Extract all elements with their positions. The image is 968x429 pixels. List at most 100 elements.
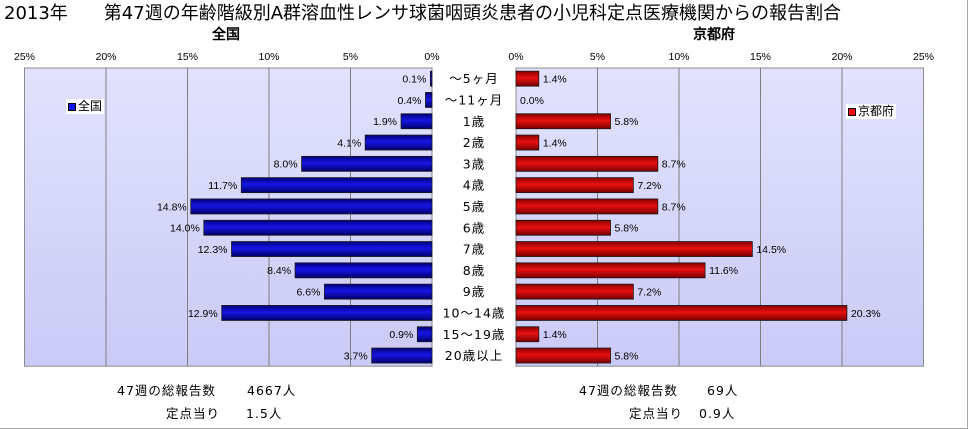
bar-kyoto <box>515 326 540 343</box>
plot-national: 25% 20% 15% 10% 5% 0% 0.1% 0.4%1.9% 4.1% 8.0% 11.7… <box>14 51 440 367</box>
bar-national <box>371 347 433 364</box>
category-label: 2歳 <box>463 135 485 150</box>
data-label-national: 12.9% <box>188 308 218 320</box>
category-label: 6歳 <box>463 220 485 235</box>
legend-swatch-national <box>68 102 76 111</box>
tick-label: 0% <box>424 51 439 63</box>
summary-national-total-label: 47週の総報告数 <box>117 383 216 398</box>
category-label: 20歳以上 <box>445 348 503 363</box>
data-label-national: 11.7% <box>208 180 237 192</box>
legend-national: 全国 <box>66 99 105 114</box>
bar-national <box>324 283 433 300</box>
bar-kyoto <box>515 283 634 300</box>
category-label: 3歳 <box>463 156 485 171</box>
tick-label: 15% <box>177 51 198 63</box>
tick-label: 20% <box>831 51 852 63</box>
tick-label: 5% <box>590 51 605 63</box>
category-label: ～11ヶ月 <box>445 92 503 107</box>
data-label-national: 12.3% <box>198 244 228 256</box>
chart-title: 2013年 第47週の年齢階級別A群溶血性レンサ球菌咽頭炎患者の小児科定点医療機… <box>4 3 842 24</box>
bar-national <box>190 198 433 215</box>
tick-label: 15% <box>750 51 771 63</box>
data-label-national: 0.1% <box>402 73 426 85</box>
category-label: 8歳 <box>463 263 485 278</box>
bar-national <box>425 92 433 108</box>
category-label: 1歳 <box>463 114 485 129</box>
bar-kyoto <box>515 198 659 215</box>
legend-label: 全国 <box>78 99 103 113</box>
bar-kyoto <box>515 177 634 194</box>
bar-kyoto <box>515 219 611 236</box>
bar-national <box>203 219 433 236</box>
bar-national <box>221 305 433 321</box>
category-label: 7歳 <box>463 242 485 257</box>
data-label-national: 4.1% <box>337 137 361 149</box>
category-axis: ～5ヶ月 ～11ヶ月 1歳 2歳 3歳 4歳 5歳 6歳 7歳 8歳 9歳 10～14歳 15～19歳 2… <box>443 71 506 363</box>
summary-kyoto-per-site-label: 定点当り <box>629 406 684 421</box>
summary-national-per-site-label: 定点当り <box>166 406 221 421</box>
data-label-kyoto: 1.4% <box>543 137 567 149</box>
bar-national <box>294 262 433 279</box>
tick-label: 10% <box>668 51 689 63</box>
plot-kyoto: 0% 5% 10% 15% 20% 25%1.4%0.0%5.8%1.4%8.7%7.2%… <box>508 51 934 367</box>
data-label-national: 14.8% <box>157 201 187 213</box>
data-label-kyoto: 1.4% <box>543 73 567 85</box>
category-label: 5歳 <box>463 199 485 214</box>
data-label-kyoto: 5.8% <box>615 223 639 235</box>
bar-kyoto <box>515 347 611 364</box>
panel-title-national: 全国 <box>212 27 240 43</box>
data-label-kyoto: 8.7% <box>662 201 686 213</box>
tick-label: 25% <box>913 51 934 63</box>
tick-label: 25% <box>14 51 35 63</box>
data-label-kyoto: 1.4% <box>543 329 567 341</box>
bar-national <box>400 113 433 130</box>
bar-kyoto <box>515 305 848 321</box>
data-label-kyoto: 20.3% <box>851 308 881 320</box>
bar-national <box>231 241 433 257</box>
panel-title-kyoto: 京都府 <box>693 27 735 43</box>
bar-kyoto <box>515 70 540 87</box>
tick-label: 0% <box>508 51 523 63</box>
bar-national <box>416 326 433 343</box>
tick-label: 5% <box>343 51 358 63</box>
bar-national <box>240 177 433 194</box>
data-label-kyoto: 5.8% <box>615 350 639 362</box>
summary-national-per-site-value: 1.5人 <box>246 406 283 421</box>
bar-national <box>429 70 433 87</box>
tick-label: 10% <box>258 51 279 63</box>
bar-kyoto <box>515 134 540 151</box>
summary-national-total-value: 4667人 <box>247 383 297 398</box>
category-label: ～5ヶ月 <box>449 71 498 86</box>
data-label-national: 8.4% <box>267 265 291 277</box>
category-label: 10～14歳 <box>443 305 506 320</box>
bar-kyoto <box>515 262 706 279</box>
data-label-national: 6.6% <box>296 286 320 298</box>
data-label-kyoto: 7.2% <box>637 180 661 192</box>
bar-kyoto <box>515 155 659 172</box>
bar-kyoto <box>515 241 753 257</box>
data-label-kyoto: 11.6% <box>709 265 738 277</box>
bar-national <box>301 155 433 172</box>
category-label: 9歳 <box>463 284 485 299</box>
data-label-national: 3.7% <box>344 350 368 362</box>
category-label: 15～19歳 <box>443 327 506 342</box>
summary-kyoto-total-label: 47週の総報告数 <box>579 383 678 398</box>
data-label-kyoto: 5.8% <box>615 116 639 128</box>
summary-kyoto-per-site-value: 0.9人 <box>699 406 736 421</box>
data-label-kyoto: 7.2% <box>637 286 661 298</box>
tick-label: 20% <box>95 51 116 63</box>
legend-kyoto: 京都府 <box>846 104 897 119</box>
data-label-kyoto: 8.7% <box>662 159 686 171</box>
data-label-kyoto: 0.0% <box>520 95 544 107</box>
legend-label: 京都府 <box>858 104 895 118</box>
bar-kyoto <box>515 113 611 130</box>
bar-national <box>364 134 433 151</box>
category-label: 4歳 <box>463 178 485 193</box>
data-label-national: 0.4% <box>398 95 422 107</box>
legend-swatch-kyoto <box>848 107 856 116</box>
data-label-national: 8.0% <box>274 159 298 171</box>
data-label-national: 0.9% <box>389 329 413 341</box>
data-label-kyoto: 14.5% <box>756 244 786 256</box>
